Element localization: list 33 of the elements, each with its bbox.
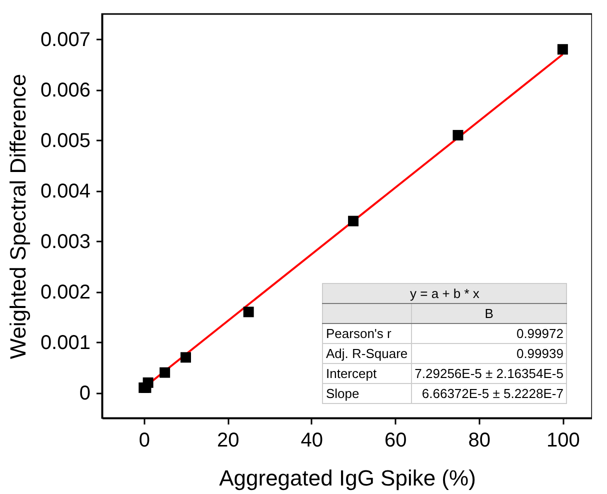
x-tick-label: 40	[300, 430, 324, 452]
x-tick-label: 100	[546, 430, 580, 452]
y-tick-label: 0.005	[40, 130, 90, 152]
y-tick-label: 0.002	[40, 281, 90, 304]
annotation: 0.99939	[411, 344, 567, 364]
y-tick-label: 0	[79, 382, 90, 404]
annotation: Pearson's r	[322, 324, 412, 344]
x-tick-label: 60	[384, 430, 407, 452]
point	[160, 367, 170, 378]
x-tick-label: 0	[138, 430, 150, 452]
y-tick-label: 0.001	[40, 332, 90, 354]
point	[452, 130, 464, 140]
y-tick-label: 0.006	[40, 79, 90, 102]
x-tick-label: 80	[468, 430, 491, 452]
annotation: B	[411, 304, 567, 324]
x-tick-label: 20	[217, 430, 240, 452]
annotation: 0.99972	[411, 324, 567, 344]
point	[348, 216, 359, 226]
y-tick-label: 0.003	[40, 230, 90, 253]
point	[243, 306, 254, 318]
annotation: Intercept	[322, 364, 412, 384]
y-tick-label: 0.004	[40, 180, 90, 202]
y-axis-title: Weighted Spectral Difference	[5, 74, 30, 360]
point	[142, 377, 154, 388]
x-axis-title: Aggregated IgG Spike (%)	[219, 466, 476, 490]
annotation: Slope	[322, 384, 412, 404]
y-tick-label: 0.007	[40, 28, 90, 51]
annotation: Adj. R-Square	[322, 344, 412, 364]
annotation: y = a + b * x	[322, 284, 567, 304]
point	[557, 44, 568, 55]
point	[180, 352, 192, 363]
annotation: 7.29256E-5 ± 2.16354E-5	[411, 364, 567, 384]
annotation: 6.66372E-5 ± 5.2228E-7	[411, 384, 567, 404]
